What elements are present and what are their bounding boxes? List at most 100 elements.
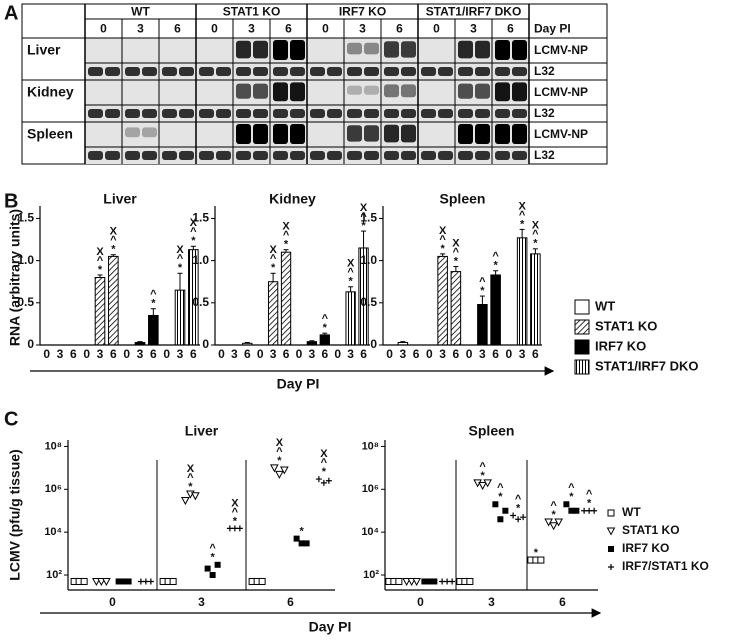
day-label: 0 [211,22,218,36]
marker [568,507,575,514]
blot-band [290,124,305,144]
x-tick-label: 0 [257,347,264,361]
y-tick-label: 1.0 [360,253,377,267]
group-label: WT [131,5,150,19]
x-tick-label: 6 [559,595,566,609]
y-tick-label: 10² [363,569,379,581]
blot-band [347,125,362,142]
bar [319,334,330,346]
marker [191,492,200,501]
marker [478,482,487,491]
x-tick-label: 6 [492,347,499,361]
probe-label: L32 [534,148,555,162]
x-tick-label: 6 [287,595,294,609]
marker [270,464,279,473]
blot-band [253,151,268,160]
significance-label: ^ [479,276,486,288]
marker [258,577,266,585]
marker [510,512,517,519]
day-label: 0 [322,22,329,36]
chart-title: Liver [185,423,219,439]
blot-band [142,151,157,160]
panel-label: C [4,408,18,430]
significance-label: ^ [497,482,504,494]
x-tick-label: 3 [198,595,205,609]
group-label: STAT1 KO [223,5,281,19]
significance-label: * [480,285,485,297]
blot-band [142,67,157,76]
blot-band [125,127,140,138]
significance-label: ^ [347,267,354,279]
marker [325,477,332,484]
blot-band [273,124,288,144]
marker [608,546,614,552]
marker [544,518,553,527]
legend-label: IRF7/STAT1 KO [622,559,709,573]
marker [520,514,527,521]
bar [450,271,462,346]
blot-band [401,109,416,118]
legend-label: IRF7 KO [595,338,646,353]
significance-label: X [518,200,526,212]
significance-label: ^ [150,289,157,301]
blot-band [125,151,140,160]
marker [169,577,177,585]
significance-label: ^ [283,230,290,242]
blot-band [162,109,177,118]
significance-label: X [176,244,184,256]
probe-label: LCMV-NP [534,43,588,57]
panel-label: A [4,2,18,24]
y-tick-label: 1.5 [360,211,377,225]
marker [449,578,456,585]
day-label: 6 [396,22,403,36]
x-tick-label: 3 [488,595,495,609]
significance-label: ^ [550,500,557,512]
significance-label: * [284,239,289,251]
blot-band [236,109,251,118]
marker [92,577,101,587]
marker [492,501,499,508]
chart-title: Kidney [269,191,316,207]
significance-label: * [299,526,304,538]
blot-band [512,109,527,118]
significance-label: ^ [479,461,486,473]
marker [607,509,615,517]
blot-band [475,83,490,99]
group-label: IRF7 KO [339,5,386,19]
probe-label: LCMV-NP [534,85,588,99]
x-axis-label: Day PI [309,619,352,635]
blot-band [236,124,251,144]
y-tick-label: 0.5 [360,295,377,309]
blot-band [401,67,416,76]
significance-label: X [187,463,195,475]
bar [345,291,356,346]
marker [573,507,580,514]
significance-label: ^ [492,251,499,263]
blot-band [495,67,510,76]
probe-label: L32 [534,64,555,78]
bar [490,274,501,346]
blot-band [88,67,103,76]
marker [563,501,570,508]
blot-band [310,151,325,160]
significance-label: ^ [360,211,367,223]
x-tick-label: 3 [231,347,238,361]
legend-swatch [574,299,590,315]
marker [97,577,106,587]
legend-label: WT [622,505,641,519]
blot-band [475,40,490,59]
marker [466,577,474,585]
blot-band [216,67,231,76]
blot-band [364,42,379,55]
blot-band [438,67,453,76]
bar [267,281,279,346]
x-tick-label: 6 [190,347,197,361]
legend-swatch [574,339,590,355]
marker [412,577,421,587]
blot-band [458,151,473,160]
blot-band [401,124,416,143]
blot-band [253,67,268,76]
blot-band [421,109,436,118]
blot-band [253,83,268,99]
significance-label: X [96,246,104,258]
